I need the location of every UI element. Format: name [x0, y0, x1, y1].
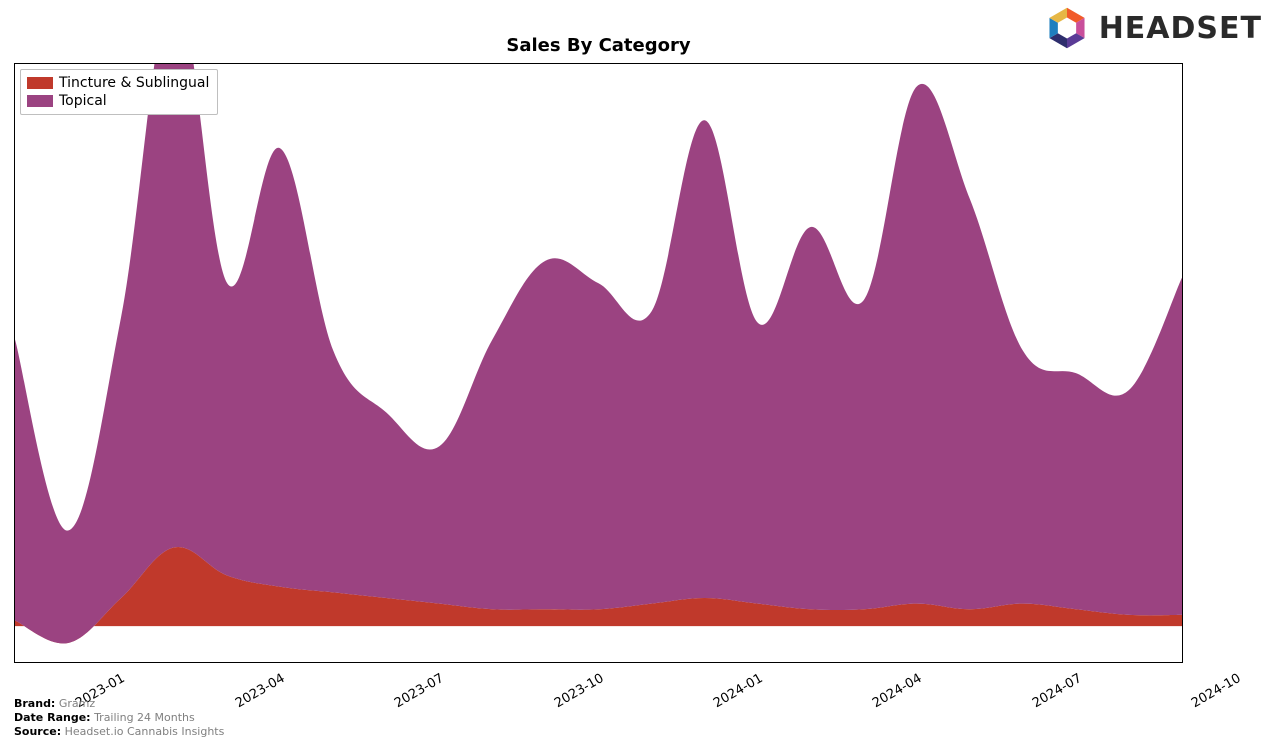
footer-date-range-label: Date Range: [14, 711, 91, 724]
x-tick-label: 2023-07 [392, 671, 447, 711]
chart-title: Sales By Category [14, 35, 1183, 56]
x-tick-label: 2024-07 [1030, 671, 1085, 711]
x-tick-label: 2024-04 [870, 671, 925, 711]
footer-brand-value: Gramz [59, 697, 95, 710]
legend-label: Tincture & Sublingual [59, 74, 209, 92]
legend-swatch-topical [27, 95, 53, 107]
legend-swatch-tincture [27, 77, 53, 89]
chart-legend: Tincture & Sublingual Topical [20, 69, 218, 115]
legend-item-topical: Topical [27, 92, 209, 110]
headset-logo-icon [1045, 6, 1089, 50]
x-tick-label: 2024-01 [711, 671, 766, 711]
chart-plot-area [14, 63, 1183, 663]
footer-source-value: Headset.io Cannabis Insights [65, 725, 225, 738]
chart-footer: Brand: Gramz Date Range: Trailing 24 Mon… [14, 697, 224, 739]
area-chart-svg [15, 64, 1182, 662]
footer-brand: Brand: Gramz [14, 697, 224, 711]
footer-source-label: Source: [14, 725, 61, 738]
headset-logo-text: HEADSET [1099, 11, 1262, 46]
footer-brand-label: Brand: [14, 697, 55, 710]
footer-date-range-value: Trailing 24 Months [94, 711, 195, 724]
legend-label: Topical [59, 92, 107, 110]
headset-logo: HEADSET [1045, 6, 1262, 50]
x-tick-label: 2023-10 [551, 671, 606, 711]
legend-item-tincture: Tincture & Sublingual [27, 74, 209, 92]
x-tick-label: 2023-04 [233, 671, 288, 711]
footer-source: Source: Headset.io Cannabis Insights [14, 725, 224, 739]
x-tick-label: 2024-10 [1189, 671, 1244, 711]
footer-date-range: Date Range: Trailing 24 Months [14, 711, 224, 725]
